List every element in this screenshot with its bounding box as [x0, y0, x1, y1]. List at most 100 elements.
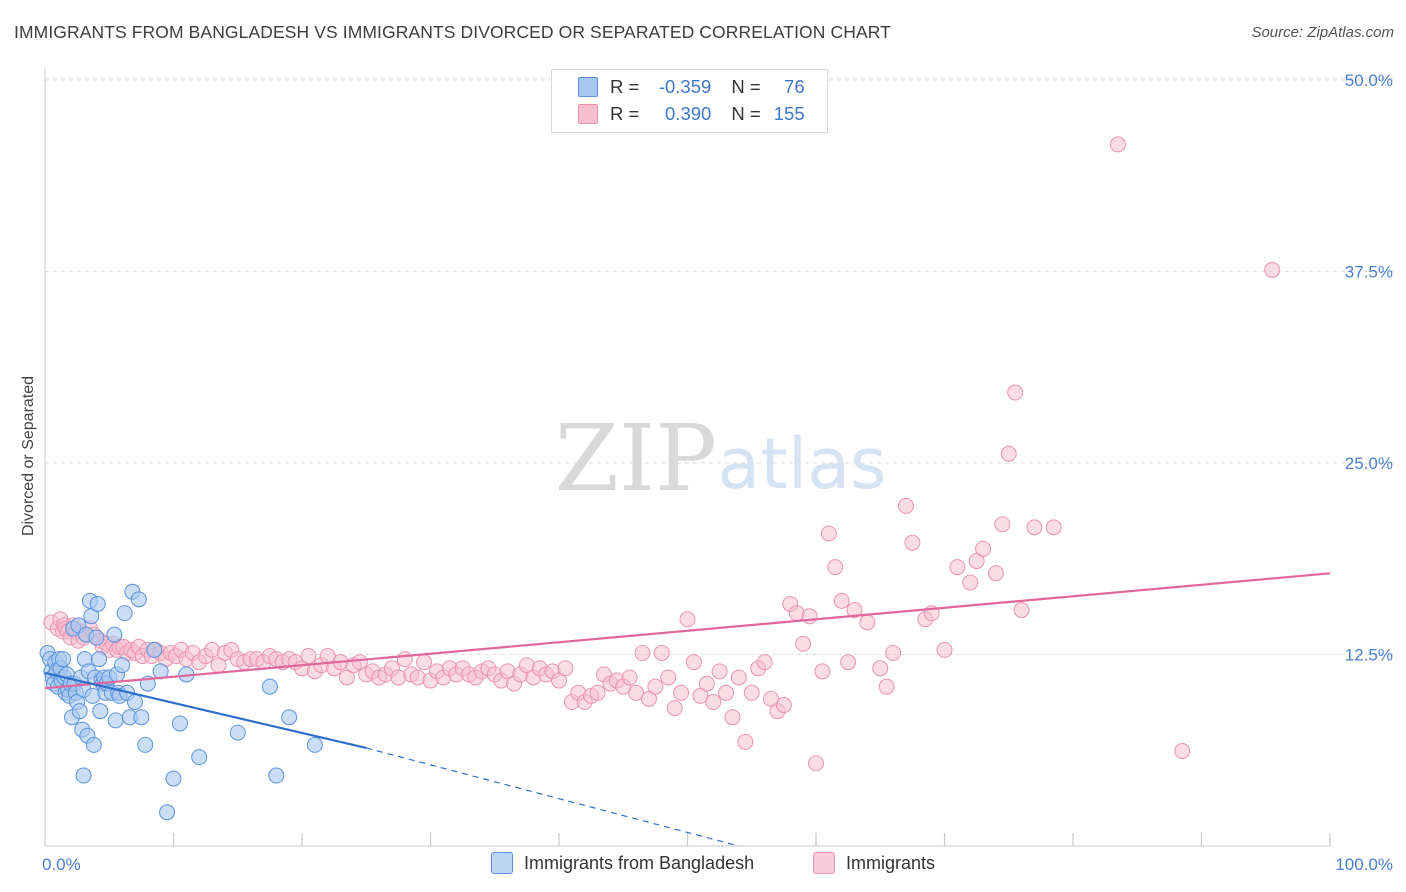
immigrants-point: [730, 669, 747, 686]
immigrants-point: [711, 663, 728, 680]
immigrants-point: [949, 559, 966, 576]
bangladesh-point: [146, 641, 163, 658]
immigrants-point: [698, 675, 715, 692]
immigrants-point: [795, 635, 812, 652]
immigrants-point: [653, 644, 670, 661]
immigrants-point: [859, 614, 876, 631]
immigrants-point: [685, 654, 702, 671]
bangladesh-point: [106, 626, 123, 643]
immigrants-point: [743, 684, 760, 701]
legend-row-immigrants: R = 0.390 N = 155: [578, 102, 805, 126]
immigrants-point: [1045, 519, 1062, 536]
y-tick-labels: 12.5% 25.0% 37.5% 50.0%: [1345, 71, 1393, 665]
immigrants-point: [820, 525, 837, 542]
bangladesh-trend-extension: [366, 747, 740, 847]
series-bangladesh-points: [39, 583, 323, 821]
series-legend: Immigrants from Bangladesh Immigrants: [0, 852, 1406, 878]
immigrants-point: [1026, 519, 1043, 536]
legend-r-value: -0.359: [658, 76, 712, 97]
immigrants-point: [904, 534, 921, 551]
immigrants-point: [897, 497, 914, 514]
legend-item-immigrants: Immigrants: [813, 852, 935, 874]
immigrants-point: [300, 648, 317, 665]
bangladesh-point: [85, 736, 102, 753]
immigrants-point: [589, 684, 606, 701]
immigrants-point: [628, 684, 645, 701]
y-tick-label: 50.0%: [1345, 71, 1393, 90]
legend-row-bangladesh: R = -0.359 N = 76: [578, 75, 805, 99]
bangladesh-point: [92, 703, 109, 720]
bangladesh-point: [90, 651, 107, 668]
immigrants-point: [737, 733, 754, 750]
immigrants-point: [833, 592, 850, 609]
bangladesh-point: [159, 804, 176, 821]
y-tick-label: 37.5%: [1345, 263, 1393, 282]
immigrants-point: [808, 755, 824, 772]
y-tick-label: 12.5%: [1345, 646, 1393, 665]
immigrants-point: [846, 602, 863, 619]
x-tick-label-max: 100.0%: [1335, 855, 1393, 874]
legend-label-bangladesh: Immigrants from Bangladesh: [524, 852, 755, 873]
legend-r-value: 0.390: [665, 103, 712, 124]
watermark-atlas: atlas: [717, 423, 886, 505]
immigrants-point: [840, 654, 857, 671]
immigrants-point: [396, 651, 413, 668]
y-axis-label: Divorced or Separated: [20, 376, 37, 536]
bangladesh-point: [75, 767, 92, 784]
immigrants-point: [1007, 384, 1024, 401]
legend-swatch-blue: [578, 77, 598, 97]
bangladesh-point: [126, 693, 143, 710]
immigrants-point: [814, 663, 831, 680]
legend-item-bangladesh: Immigrants from Bangladesh: [491, 852, 754, 874]
immigrants-point: [718, 684, 735, 701]
bangladesh-point: [88, 629, 105, 646]
legend-r-label: R =: [610, 76, 640, 97]
immigrants-point: [679, 611, 696, 628]
y-tick-label: 25.0%: [1345, 454, 1393, 473]
immigrants-point: [987, 565, 1004, 582]
immigrants-point: [666, 700, 683, 717]
immigrants-point: [634, 644, 651, 661]
legend-swatch-blue: [491, 852, 513, 874]
chart-title: IMMIGRANTS FROM BANGLADESH VS IMMIGRANTS…: [14, 22, 891, 42]
bangladesh-point: [116, 605, 133, 622]
immigrants-point: [660, 669, 677, 686]
bangladesh-point: [261, 678, 278, 695]
legend-label-immigrants: Immigrants: [846, 852, 936, 873]
immigrants-point: [557, 660, 574, 677]
immigrants-point: [1013, 602, 1030, 619]
bangladesh-point: [130, 591, 147, 608]
bangladesh-point: [229, 724, 246, 741]
bangladesh-point: [71, 703, 88, 720]
immigrants-point: [416, 654, 433, 671]
x-tick-marks: [44, 833, 1331, 846]
immigrants-point: [775, 697, 792, 714]
bangladesh-point: [191, 749, 208, 766]
immigrants-point: [975, 540, 992, 557]
immigrants-point: [872, 660, 889, 677]
legend-swatch-pink: [578, 104, 598, 124]
bangladesh-trend-line: [44, 671, 367, 750]
immigrants-point: [724, 709, 741, 726]
legend-r-label: R =: [610, 103, 640, 124]
immigrants-point: [885, 644, 902, 661]
immigrants-point: [962, 574, 979, 591]
immigrants-point: [1174, 743, 1191, 760]
immigrants-point: [1109, 136, 1126, 153]
x-tick-label-min: 0.0%: [42, 855, 81, 874]
immigrants-point: [621, 669, 638, 686]
immigrants-point: [705, 693, 722, 710]
stats-legend: R = -0.359 N = 76 R = 0.390 N = 155: [551, 69, 828, 133]
immigrants-point: [801, 608, 818, 625]
legend-n-value: 76: [784, 76, 805, 97]
legend-n-label: N =: [731, 103, 761, 124]
immigrants-point: [1264, 261, 1281, 278]
immigrants-point: [936, 641, 953, 658]
bangladesh-point: [281, 709, 298, 726]
bangladesh-point: [107, 712, 124, 729]
bangladesh-point: [54, 651, 71, 668]
bangladesh-point: [306, 736, 323, 753]
bangladesh-point: [89, 595, 106, 612]
immigrants-point: [756, 654, 773, 671]
